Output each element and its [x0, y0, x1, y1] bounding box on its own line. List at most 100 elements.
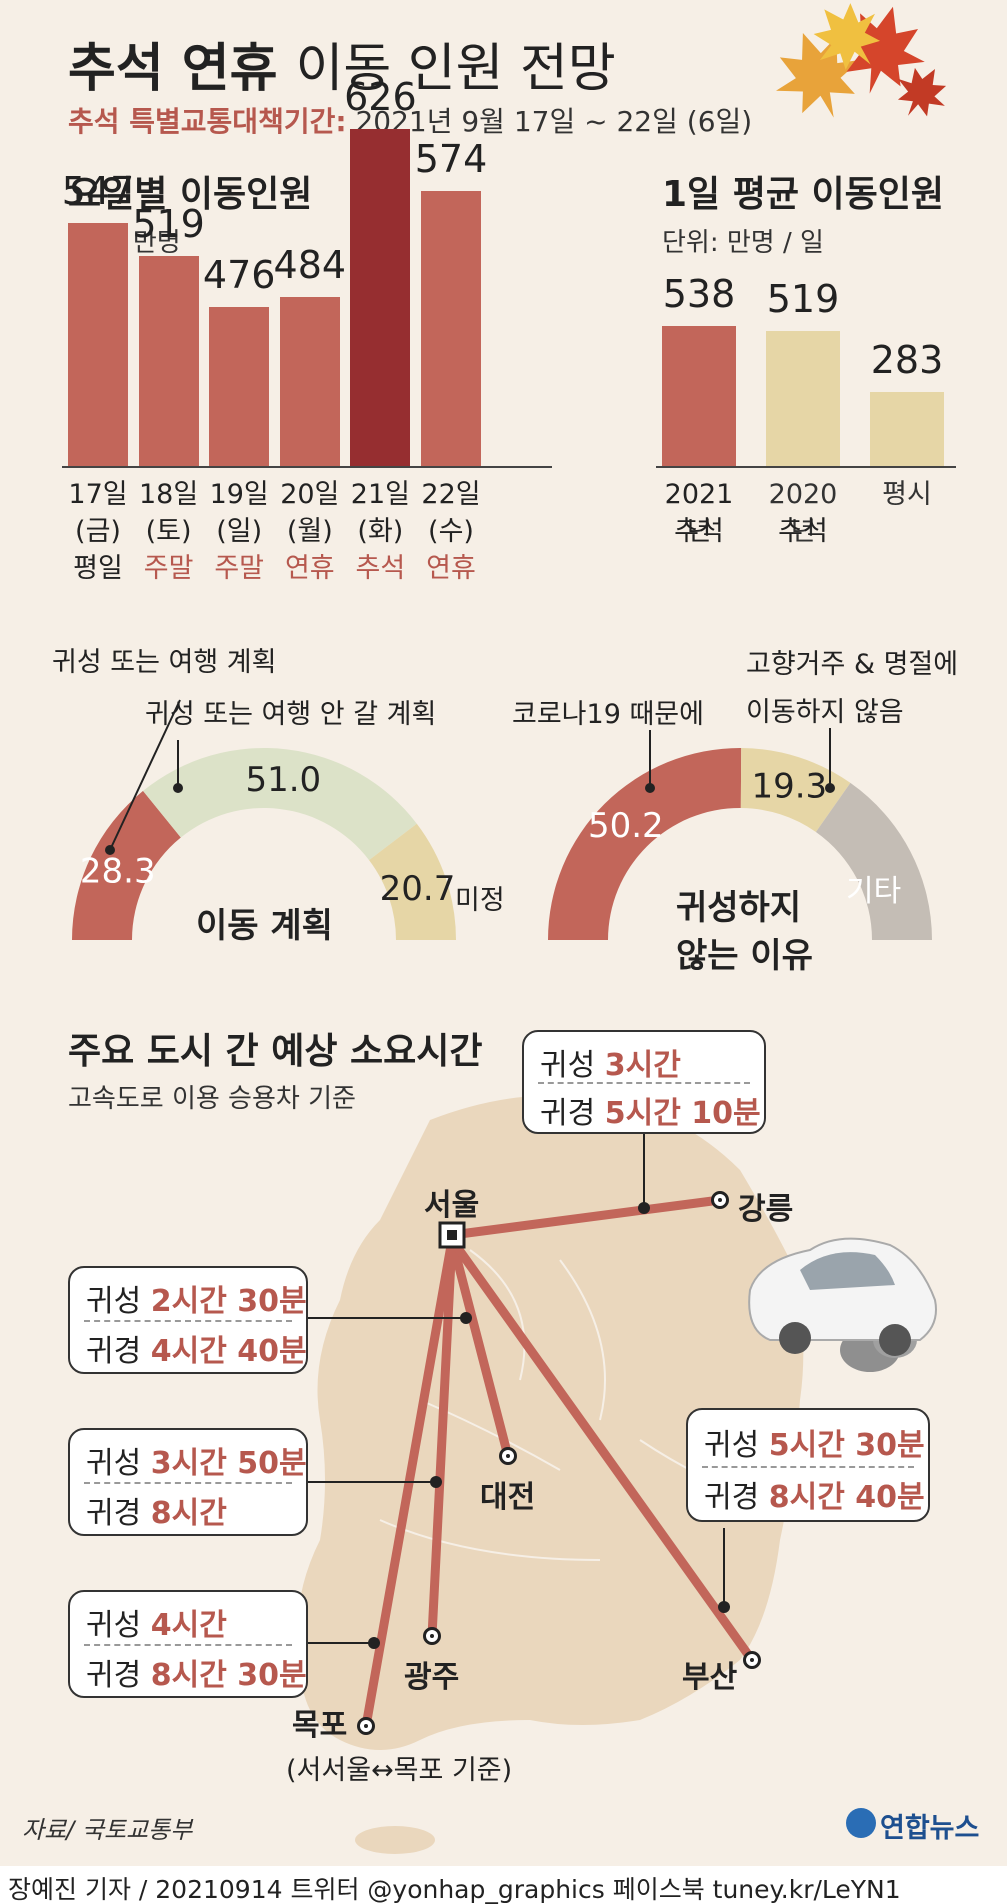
callout-daejeon: 귀성 2시간 30분 귀경 4시간 40분 — [68, 1266, 308, 1374]
reason-chart-title-2: 않는 이유 — [676, 936, 813, 976]
plan-undecided-label: 미정 — [455, 885, 505, 916]
daily-bar-date: 18일 — [138, 479, 199, 510]
busan-marker — [743, 1651, 761, 1669]
gangneung-label: 강릉 — [738, 1192, 794, 1227]
avg-bar-value: 283 — [870, 338, 944, 383]
reason-chart-title-1: 귀성하지 — [676, 888, 802, 928]
daily-bar-date: 20일 — [280, 479, 340, 510]
daily-bar-value: 484 — [273, 243, 347, 288]
daily-bar — [279, 297, 340, 466]
daily-bar-value: 519 — [132, 201, 205, 246]
daily-bar-weekday: (월) — [286, 516, 333, 547]
avg-bar-value: 538 — [662, 272, 736, 316]
callout-gangneung: 귀성 3시간 귀경 5시간 10분 — [522, 1030, 766, 1134]
plan-no-travel-label: 귀성 또는 여행 안 갈 계획 — [145, 699, 437, 730]
daily-bar — [209, 306, 270, 466]
gangneung-marker — [711, 1191, 729, 1209]
plan-chart-title: 이동 계획 — [196, 906, 333, 946]
donut-charts: 28.3 51.0 20.7 50.2 19.3 — [72, 699, 932, 940]
avg-bar-value: 519 — [766, 276, 840, 321]
callout-gwangju: 귀성 3시간 50분 귀경 8시간 — [68, 1428, 308, 1536]
mokpo-note: (서서울↔목포 기준) — [286, 1755, 513, 1786]
plan-undecided-value: 20.7 — [380, 869, 456, 909]
daily-bar-type: 주말 — [214, 553, 265, 584]
avg-axis-line — [656, 466, 956, 468]
daejeon-label: 대전 — [480, 1480, 536, 1515]
daily-bar-date: 19일 — [209, 479, 269, 510]
callout-mokpo: 귀성 4시간 귀경 8시간 30분 — [68, 1590, 308, 1698]
daily-bar-weekday: (일) — [216, 516, 263, 547]
daily-bar — [138, 255, 199, 466]
daily-bar-date: 21일 — [350, 479, 410, 510]
daily-bar-value: 626 — [344, 75, 417, 120]
reason-etc-label: 기타 — [846, 874, 902, 909]
route-seoul-daejeon — [447, 1235, 513, 1461]
avg-chart-title: 1일 평균 이동인원 — [662, 174, 944, 215]
donut-leader-line — [109, 699, 181, 851]
daily-bar-weekday: (화) — [357, 516, 404, 547]
yonhap-logo-text: 연합뉴스 — [880, 1813, 980, 1844]
route-seoul-busan — [447, 1235, 757, 1665]
page-title: 추석 연휴 이동 인원 전망 — [68, 39, 616, 99]
reason-covid-value: 50.2 — [588, 806, 664, 846]
reason-hometown-label-2: 이동하지 않음 — [746, 697, 904, 728]
credit-bar: 장예진 기자 / 20210914 트위터 @yonhap_graphics 페… — [0, 1866, 1007, 1904]
daily-bar-type: 평일 — [73, 553, 123, 584]
plan-undecided-segment — [369, 823, 456, 940]
map-subtitle: 고속도로 이용 승용차 기준 — [68, 1084, 356, 1114]
avg-bar — [662, 326, 736, 466]
gwangju-marker — [423, 1627, 441, 1645]
donut-leader-dot — [645, 783, 655, 793]
source-note: 자료/ 국토교통부 — [22, 1816, 193, 1844]
daily-bar-type: 연휴 — [284, 553, 335, 584]
donut-leader-dot — [825, 783, 835, 793]
avg-bar-label: 평시 — [882, 479, 932, 510]
daily-bar-weekday: (수) — [428, 516, 474, 547]
plan-travel-value: 28.3 — [80, 851, 156, 891]
maple-leaves-decoration — [776, 3, 947, 118]
daily-bar-weekday: (토) — [145, 516, 192, 547]
daily-chart-title: 요일별 이동인원 — [68, 174, 313, 215]
avg-bar-label: 2020년 — [768, 479, 838, 547]
daily-bar-date: 17일 — [68, 479, 128, 510]
reason-hometown-value: 19.3 — [751, 767, 827, 807]
plan-travel-segment — [72, 790, 181, 940]
daily-bar-value: 476 — [202, 252, 276, 297]
map-title: 주요 도시 간 예상 소요시간 — [68, 1031, 483, 1072]
avg-bar-label-2: 추석 — [778, 516, 828, 547]
reason-covid-segment — [548, 748, 742, 940]
avg-bar-label: 2021년 — [664, 479, 734, 547]
daily-bar-chart: 547 17일 (금) 평일 519 18일 (토) 주말 476 19일 (일) 주말 484 20일 (… — [0, 0, 1007, 600]
daily-bar-type: 연휴 — [426, 553, 476, 584]
donut-leader-dot — [105, 845, 115, 855]
gwangju-label: 광주 — [404, 1660, 460, 1695]
reason-etc-segment — [815, 782, 932, 940]
daily-bar-value: 574 — [414, 136, 488, 181]
credit-text: 장예진 기자 / 20210914 트위터 @yonhap_graphics 페… — [8, 1875, 901, 1904]
daily-bar-weekday: (금) — [75, 516, 121, 547]
daily-bar-type: 주말 — [143, 553, 194, 584]
daily-bar — [68, 222, 128, 466]
mokpo-marker — [357, 1717, 375, 1735]
car-icon — [748, 1237, 937, 1372]
route-seoul-gwangju — [427, 1235, 457, 1641]
mokpo-label: 목포 — [292, 1708, 348, 1743]
daily-axis-line — [62, 466, 552, 468]
page-subtitle: 추석 특별교통대책기간: 2021년 9월 17일 ~ 22일 (6일) — [68, 105, 753, 138]
reason-covid-label: 코로나19 때문에 — [512, 699, 704, 730]
daily-bar-type: 추석 — [355, 553, 406, 584]
avg-bar-label-2: 추석 — [674, 516, 724, 547]
daejeon-marker — [499, 1447, 517, 1465]
plan-no-travel-segment — [143, 748, 417, 861]
avg-bar — [870, 392, 944, 466]
korea-land-shape — [297, 1095, 804, 1750]
seoul-label: 서울 — [424, 1188, 480, 1223]
reason-hometown-label-1: 고향거주 & 명절에 — [746, 649, 959, 680]
route-seoul-gangneung — [447, 1195, 725, 1240]
daily-bar — [350, 129, 411, 466]
reason-hometown-segment — [740, 748, 851, 833]
avg-bar — [766, 330, 840, 466]
donut-leader-dot — [173, 783, 183, 793]
